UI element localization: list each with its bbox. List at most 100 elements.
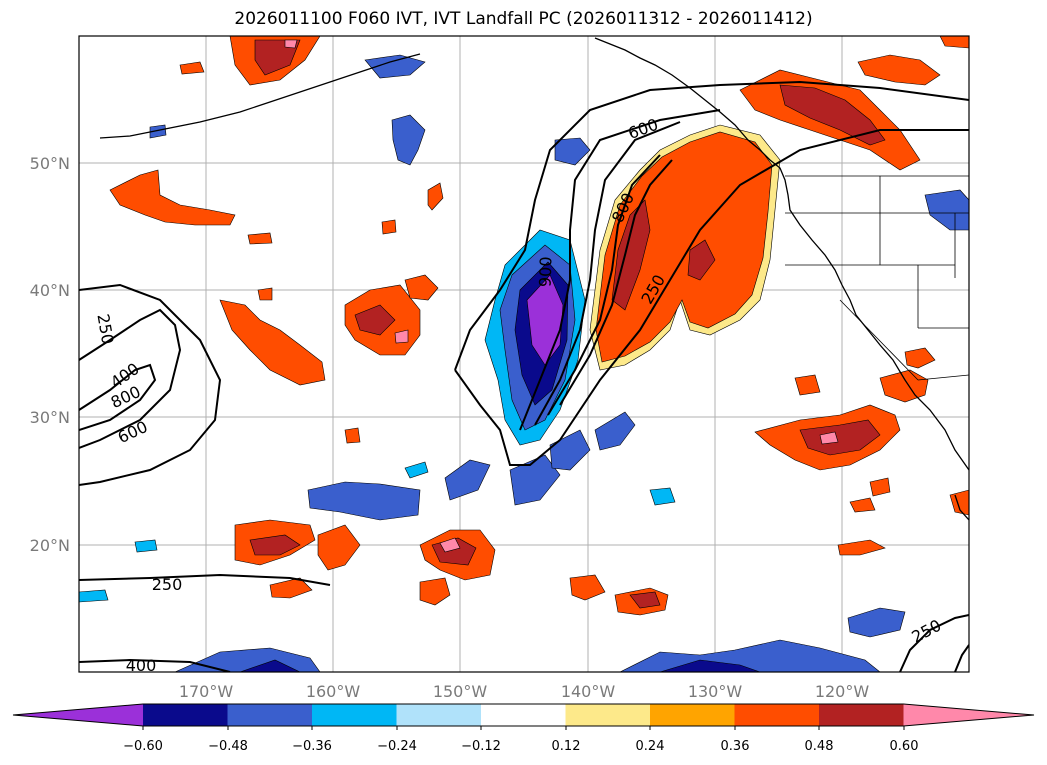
colorbar-segment xyxy=(143,704,228,726)
pos-region-sub3-pink xyxy=(439,537,461,553)
neg-region-small4 xyxy=(149,124,167,139)
colorbar-extend-low xyxy=(13,704,143,726)
map-title: 2026011100 F060 IVT, IVT Landfall PC (20… xyxy=(234,9,813,29)
colorbar-segment xyxy=(227,704,312,726)
pos-region-coast6 xyxy=(869,477,891,497)
colorbar-tick-label: −0.24 xyxy=(377,739,417,754)
colorbar-tick-label: 0.60 xyxy=(890,739,919,754)
colorbar-segment xyxy=(565,704,650,726)
contour-sw-400 xyxy=(79,658,231,672)
pos-region-sub2 xyxy=(317,524,361,571)
colorbar-tick-label: 0.36 xyxy=(721,739,750,754)
contour-se-250b xyxy=(954,644,969,672)
pos-region-sub7-red xyxy=(629,591,661,609)
neg-region-north xyxy=(554,137,591,166)
pos-region-gulf xyxy=(427,182,444,211)
contour-label: 250 xyxy=(152,575,183,594)
pos-region-ar-red xyxy=(611,199,651,311)
baja-coast xyxy=(954,494,969,521)
contour-sw-250 xyxy=(79,573,331,586)
contour-se-250 xyxy=(899,614,969,672)
pos-region-small4 xyxy=(257,287,273,301)
lat-label: 20°N xyxy=(30,536,70,555)
lat-label: 50°N xyxy=(30,154,70,173)
contour-ar-250 xyxy=(454,80,969,371)
aleutian-chain xyxy=(99,53,421,139)
pos-region-sub1-red xyxy=(249,534,301,556)
pos-region-coast1 xyxy=(879,369,929,403)
neg-region-west3 xyxy=(404,461,429,479)
neg-region-west1 xyxy=(307,481,421,521)
colorbar-extend-high xyxy=(903,704,1034,726)
pos-region-coast2 xyxy=(904,347,936,369)
neg-region-west2 xyxy=(444,459,491,501)
neg-region-coast xyxy=(924,189,969,231)
colorbar-tick-label: 0.48 xyxy=(805,739,834,754)
plot-frame xyxy=(78,35,970,673)
ivt-contours xyxy=(79,80,969,672)
pos-region-coast5 xyxy=(849,497,876,513)
colorbar-segment xyxy=(481,704,566,726)
contour-ar-800 xyxy=(547,154,661,416)
neg-region-tail3 xyxy=(594,411,636,451)
contour-label: 250 xyxy=(93,312,117,345)
pos-region-ne xyxy=(857,54,941,86)
colorbar-tick-label: −0.60 xyxy=(123,739,163,754)
lon-label: 140°W xyxy=(561,682,616,701)
contour-ar-400 xyxy=(519,109,721,431)
latitude-labels: 50°N 40°N 30°N 20°N xyxy=(30,154,70,555)
pos-region-sub4 xyxy=(419,577,451,606)
neg-region-se xyxy=(847,607,906,638)
pos-region-nw-pink xyxy=(284,39,298,49)
pos-region-ne2 xyxy=(939,36,969,49)
lat-label: 40°N xyxy=(30,281,70,300)
contour-label: 250 xyxy=(908,616,944,647)
positive-anomaly-shading xyxy=(109,36,969,616)
neg-region-sw xyxy=(174,647,321,672)
colorbar: −0.60 −0.48 −0.36 −0.24 −0.12 0.12 0.24 … xyxy=(12,703,1035,754)
pos-region-coast4 xyxy=(837,539,886,556)
neg-region-small1 xyxy=(649,487,676,506)
contour-west-800 xyxy=(79,363,157,431)
contour-ar-900 xyxy=(559,159,673,406)
neg-region-south-core xyxy=(659,659,761,672)
pos-region-ar-orange xyxy=(595,131,773,363)
contour-label: 600 xyxy=(115,417,151,447)
colorbar-ticks xyxy=(142,726,905,730)
pos-region-small2 xyxy=(247,232,273,245)
contour-ar-600 xyxy=(534,121,681,426)
neg-region-small2 xyxy=(134,539,158,553)
pos-region-coast3 xyxy=(794,374,821,396)
pos-region-small3 xyxy=(344,427,361,444)
contour-ar-250b xyxy=(454,129,969,466)
colorbar-segment xyxy=(734,704,819,726)
pos-region-coast7 xyxy=(949,489,969,516)
pos-region-sub6 xyxy=(569,574,606,601)
lat-label: 30°N xyxy=(30,408,70,427)
political-borders xyxy=(785,175,969,381)
colorbar-segment xyxy=(396,704,481,726)
lon-label: 150°W xyxy=(433,682,488,701)
colorbar-segments xyxy=(12,703,1035,727)
pos-region-gulf2 xyxy=(381,219,397,235)
neg-region-alaska xyxy=(364,54,426,79)
colorbar-tick-label: 0.24 xyxy=(636,739,665,754)
pos-region-midwest xyxy=(219,299,326,386)
longitude-labels: 170°W 160°W 150°W 140°W 130°W 120°W xyxy=(179,682,870,701)
colorbar-labels: −0.60 −0.48 −0.36 −0.24 −0.12 0.12 0.24 … xyxy=(123,739,918,754)
contour-label: 900 xyxy=(535,256,555,287)
colorbar-segment xyxy=(819,704,904,726)
contour-west-400 xyxy=(79,308,182,449)
contour-label: 400 xyxy=(126,656,157,675)
pos-region-bc-red xyxy=(779,84,886,146)
pos-region-mid2 xyxy=(404,274,439,301)
north-america-coast xyxy=(594,37,969,471)
neg-region-south xyxy=(619,639,881,672)
lon-label: 160°W xyxy=(306,682,361,701)
coastlines xyxy=(99,37,969,521)
neg-region-sw-core xyxy=(239,659,301,672)
neg-region-small3 xyxy=(79,589,109,603)
negative-anomaly-shading xyxy=(79,54,969,672)
lon-label: 170°W xyxy=(179,682,234,701)
